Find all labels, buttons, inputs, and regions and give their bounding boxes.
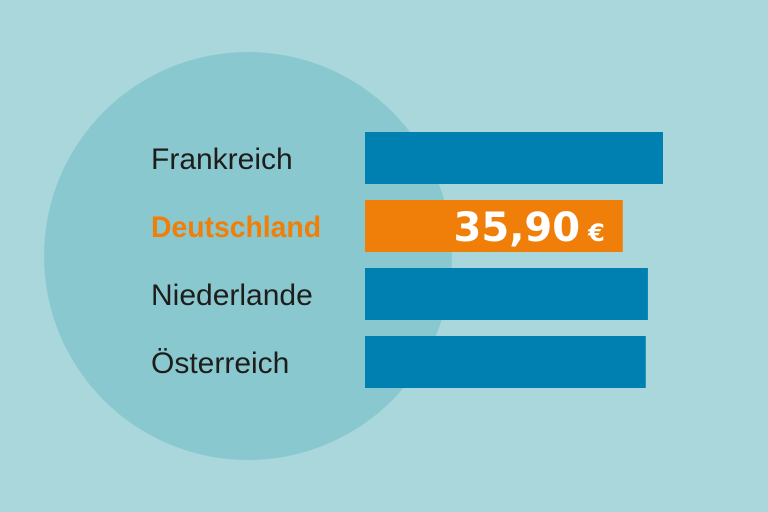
category-label-deutschland: Deutschland: [151, 211, 321, 244]
data-label-number: 35,90: [454, 205, 581, 251]
data-label-value: 35,90 €: [454, 205, 605, 251]
bar-frankreich: [365, 132, 663, 184]
bar-niederlande: [365, 268, 648, 320]
bar-deutschland: [365, 200, 623, 252]
category-label-frankreich: Frankreich: [151, 143, 293, 176]
category-label-niederlande: Niederlande: [151, 279, 313, 312]
bar-österreich: [365, 336, 646, 388]
background-circle: [44, 52, 452, 460]
data-label-unit: €: [587, 219, 605, 247]
category-label-österreich: Österreich: [151, 347, 289, 380]
